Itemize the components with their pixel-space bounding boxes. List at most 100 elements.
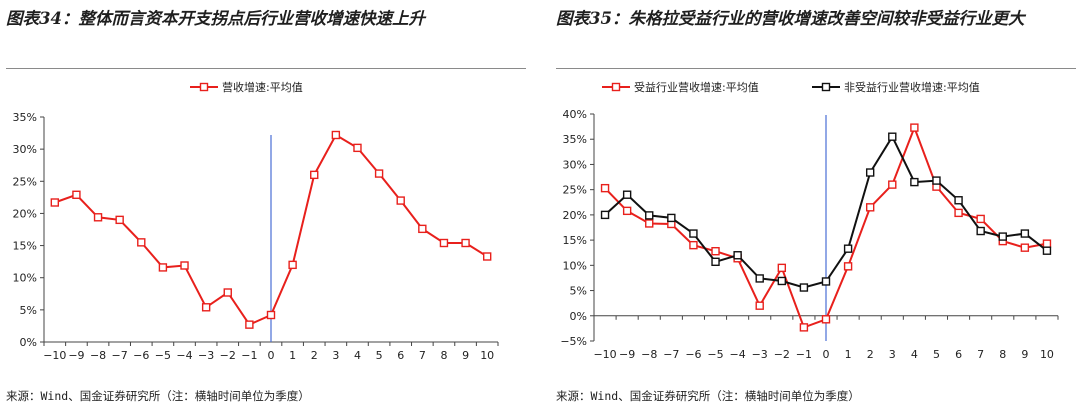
data-point [1020,243,1030,252]
x-tick-label: 5 [933,348,940,361]
source-note: 来源：Wind、国金证券研究所（注：横轴时间单位为季度） [556,389,860,403]
y-tick-label: −5% [560,335,587,348]
y-tick-label: 5% [20,304,37,317]
data-point [865,168,875,177]
data-point [310,170,319,180]
x-tick-label: 8 [999,348,1006,361]
y-tick-label: 20% [563,209,587,222]
data-point [777,263,787,273]
data-point [645,219,654,228]
data-point [1042,246,1052,255]
x-tick-label: −1 [241,349,257,362]
data-point [439,238,449,248]
x-tick-label: 10 [480,349,494,362]
x-tick-label: 2 [311,349,318,362]
data-point [689,240,698,250]
x-tick-label: −9 [68,349,84,362]
data-point [72,190,81,199]
x-tick-label: −7 [112,349,128,362]
x-tick-label: 7 [977,348,984,361]
x-tick-label: 4 [911,348,918,361]
data-point [50,198,60,207]
data-point [667,213,676,223]
data-point [115,215,124,225]
y-tick-label: 25% [563,184,587,197]
x-tick-label: 5 [376,349,383,362]
legend-label: 受益行业营收增速:平均值 [634,80,759,94]
beneficiary-vs-nonbeneficiary-line-chart: −5%0%5%10%15%20%25%30%35%40%−10 −9 −8 −7 −6−… [560,80,1059,361]
x-tick-label: −5 [707,348,723,361]
y-tick-label: 0% [20,336,37,349]
data-point [976,214,985,224]
y-tick-label: 15% [563,234,587,247]
left-chart-panel: 图表34：整体而言资本开支拐点后行业营收增速快速上升 0% 5% 10% 15% 20%… [0,0,530,412]
x-tick-label: −3 [752,348,768,361]
data-point [374,169,384,178]
data-point [799,283,809,292]
y-tick-label: 30% [563,158,587,171]
y-tick-label: 10% [13,272,37,285]
data-point [799,323,809,332]
x-tick-label: −7 [663,348,679,361]
data-point [910,123,919,132]
x-tick-label: −9 [619,348,635,361]
x-tick-label: 1 [845,348,852,361]
data-point [865,203,875,212]
x-tick-label: −1 [796,348,812,361]
y-tick-label: 15% [13,240,37,253]
data-point [482,252,492,261]
data-point [245,320,254,329]
y-tick-label: 0% [570,310,587,323]
y-tick-label: 30% [13,143,37,156]
x-tick-label: −6 [133,349,149,362]
x-tick-label: 3 [889,348,896,361]
data-point [821,277,831,286]
data-point [645,211,654,220]
data-point [998,232,1007,241]
x-tick-label: 1 [289,349,296,362]
x-tick-label: 2 [867,348,874,361]
data-point [331,130,341,140]
data-point [461,238,470,248]
data-point [223,288,232,297]
source-note: 来源：Wind、国金证券研究所（注：横轴时间单位为季度） [6,389,310,403]
data-point [93,213,103,222]
data-point [622,206,632,216]
x-tick-label: −3 [198,349,214,362]
x-tick-label: 9 [1021,348,1028,361]
data-point [755,301,764,310]
data-point [910,177,919,187]
x-tick-label: −5 [155,349,171,362]
data-point [888,180,897,189]
data-point [396,196,405,205]
data-point [201,303,211,312]
y-tick-label: 10% [563,259,587,272]
x-tick-label: 10 [1040,348,1054,361]
x-tick-label: 0 [823,348,830,361]
data-point [733,251,742,260]
data-point [954,196,963,205]
legend-label: 非受益行业营收增速:平均值 [844,80,980,94]
x-tick-label: 9 [462,349,469,362]
data-point [777,276,787,286]
data-point [843,262,853,271]
x-tick-label: 6 [397,349,404,362]
data-point [711,257,720,267]
y-tick-label: 25% [13,175,37,188]
y-tick-label: 35% [13,111,37,124]
title-divider [556,68,1076,69]
legend-marker [611,82,621,92]
x-tick-label: −4 [730,348,746,361]
data-point [158,263,168,272]
x-tick-label: −2 [220,349,236,362]
revenue-growth-line-chart: 0%5%10%15%20%25%30%35%−10 −9 −8 −7 −6 −5 −4 −3−… [13,80,499,362]
right-chart-panel: 图表35：朱格拉受益行业的营收增速改善空间较非受益行业更大 −5% 0% 5% 10%… [550,0,1080,412]
x-tick-label: 4 [354,349,361,362]
legend-label: 营收增速:平均值 [222,80,303,94]
x-tick-label: −6 [685,348,701,361]
data-point [976,226,985,236]
data-point [755,274,764,283]
x-tick-label: 3 [332,349,339,362]
data-point [418,224,427,234]
legend-marker [821,82,831,92]
